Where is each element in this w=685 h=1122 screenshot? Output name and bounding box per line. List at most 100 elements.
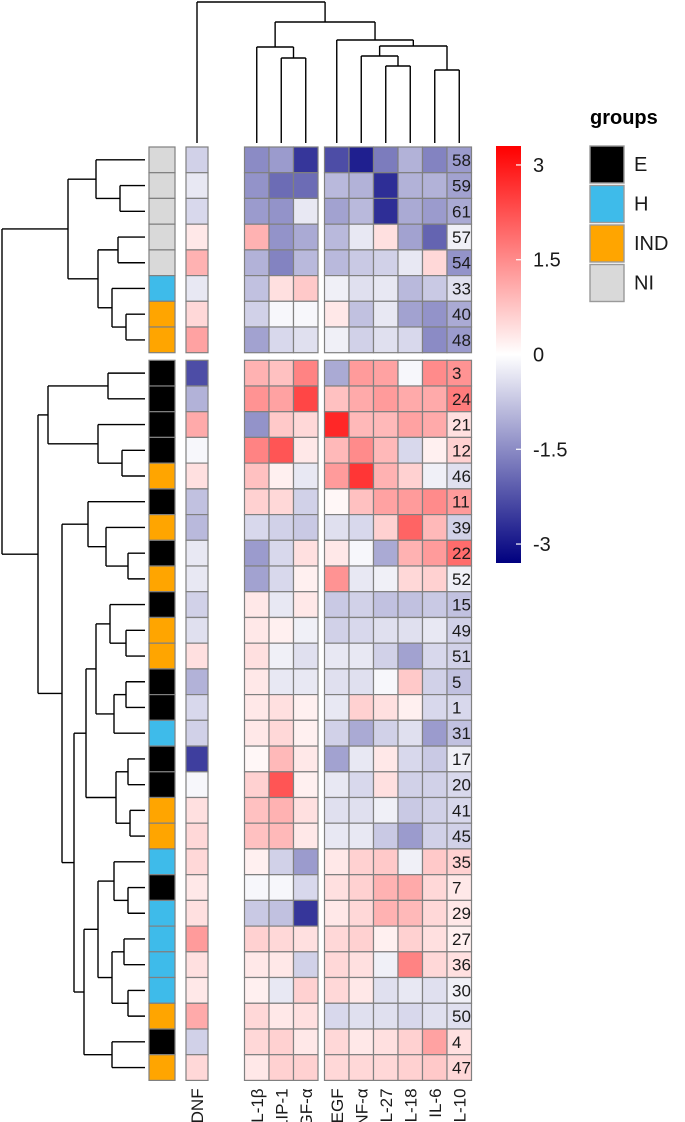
heatmap-cell	[348, 616, 375, 644]
heatmap-cell	[268, 249, 295, 277]
heatmap-cell	[372, 771, 399, 799]
heatmap-cell	[185, 745, 209, 773]
heatmap-cell	[372, 300, 399, 328]
group-annotation-cell	[148, 591, 176, 619]
heatmap-cell	[292, 1054, 319, 1081]
heatmap-cell	[372, 146, 399, 174]
heatmap-cell	[348, 1028, 375, 1056]
heatmap-cell	[323, 976, 350, 1004]
heatmap-cell	[348, 1054, 375, 1081]
heatmap-cell	[397, 951, 424, 979]
heatmap-cell	[397, 197, 424, 225]
groups-legend-swatch	[589, 224, 625, 263]
heatmap-cell	[421, 539, 448, 567]
heatmap-cell	[446, 488, 473, 516]
heatmap-cell	[397, 1028, 424, 1056]
color-scale-tick-label: -3	[533, 534, 551, 556]
heatmap-cell	[323, 385, 350, 413]
heatmap-cell	[348, 197, 375, 225]
row-label: 21	[452, 416, 471, 435]
heatmap-cell	[185, 771, 209, 799]
heatmap-cell	[421, 300, 448, 328]
heatmap-cell	[323, 899, 350, 927]
heatmap-cell	[268, 436, 295, 464]
row-dendrogram	[1, 159, 145, 1069]
heatmap-cell	[397, 488, 424, 516]
heatmap-cell	[446, 951, 473, 979]
heatmap-cell	[323, 642, 350, 670]
heatmap-cell	[446, 197, 473, 225]
row-label: 40	[452, 305, 471, 324]
heatmap-cell	[421, 172, 448, 199]
heatmap-cell	[348, 822, 375, 850]
heatmap-cell	[348, 642, 375, 670]
heatmap-cell	[292, 616, 319, 644]
heatmap-cell	[323, 1002, 350, 1030]
heatmap-cell	[243, 1002, 270, 1030]
group-annotation-cell	[148, 146, 176, 174]
heatmap-cell	[421, 275, 448, 302]
group-annotation-cell	[148, 436, 176, 464]
heatmap-cell	[323, 848, 350, 876]
group-annotation-cell	[148, 462, 176, 490]
color-scale-legend: 3 1.5 0 -1.5 -3	[496, 146, 567, 563]
heatmap-cell	[421, 411, 448, 439]
heatmap-cell	[372, 172, 399, 199]
heatmap-cell	[268, 565, 295, 593]
heatmap-cell	[268, 359, 295, 387]
heatmap-cell	[348, 411, 375, 439]
group-annotation-cell	[148, 300, 176, 328]
heatmap-cell	[243, 642, 270, 670]
heatmap-cell	[397, 436, 424, 464]
heatmap-cell	[397, 146, 424, 174]
column-label: VILIP-1	[272, 1088, 291, 1122]
heatmap-cell	[243, 745, 270, 773]
heatmap-cell	[243, 693, 270, 721]
heatmap-cell	[185, 1054, 209, 1081]
heatmap-cell	[323, 249, 350, 277]
heatmap-cell	[185, 719, 209, 747]
heatmap-cell	[185, 899, 209, 927]
heatmap-cell	[421, 925, 448, 953]
heatmap-cell	[243, 300, 270, 328]
heatmap-cell	[421, 488, 448, 516]
heatmap-cell	[323, 796, 350, 824]
heatmap-cell	[323, 359, 350, 387]
heatmap-cell	[292, 951, 319, 979]
heatmap-cell	[323, 223, 350, 251]
heatmap-cell	[421, 223, 448, 251]
row-label: 7	[452, 879, 461, 898]
heatmap-cell	[268, 539, 295, 567]
heatmap-cell	[268, 976, 295, 1004]
heatmap-cell	[348, 539, 375, 567]
heatmap-cell	[268, 411, 295, 439]
heatmap-cell	[446, 411, 473, 439]
heatmap-cell	[323, 1054, 350, 1081]
color-scale-tick-label: 0	[533, 345, 544, 367]
heatmap-cell	[243, 359, 270, 387]
heatmap-cell	[243, 796, 270, 824]
heatmap-cells	[185, 146, 473, 1081]
heatmap-cell	[372, 326, 399, 354]
heatmap-cell	[243, 197, 270, 225]
heatmap-cell	[421, 326, 448, 354]
heatmap-cell	[397, 925, 424, 953]
heatmap-cell	[397, 745, 424, 773]
heatmap-cell	[323, 771, 350, 799]
heatmap-cell	[268, 300, 295, 328]
heatmap-cell	[397, 223, 424, 251]
heatmap-cell	[268, 796, 295, 824]
row-label: 15	[452, 596, 471, 615]
heatmap-cell	[268, 591, 295, 619]
heatmap-cell	[185, 488, 209, 516]
heatmap-cell	[372, 275, 399, 302]
heatmap-cell	[397, 616, 424, 644]
heatmap-cell	[348, 513, 375, 541]
heatmap-cell	[185, 249, 209, 277]
heatmap-cell	[446, 719, 473, 747]
heatmap-cell	[292, 249, 319, 277]
heatmap-cell	[421, 359, 448, 387]
heatmap-cell	[185, 642, 209, 670]
column-label: TGF-α	[297, 1088, 316, 1122]
heatmap-cell	[372, 462, 399, 490]
